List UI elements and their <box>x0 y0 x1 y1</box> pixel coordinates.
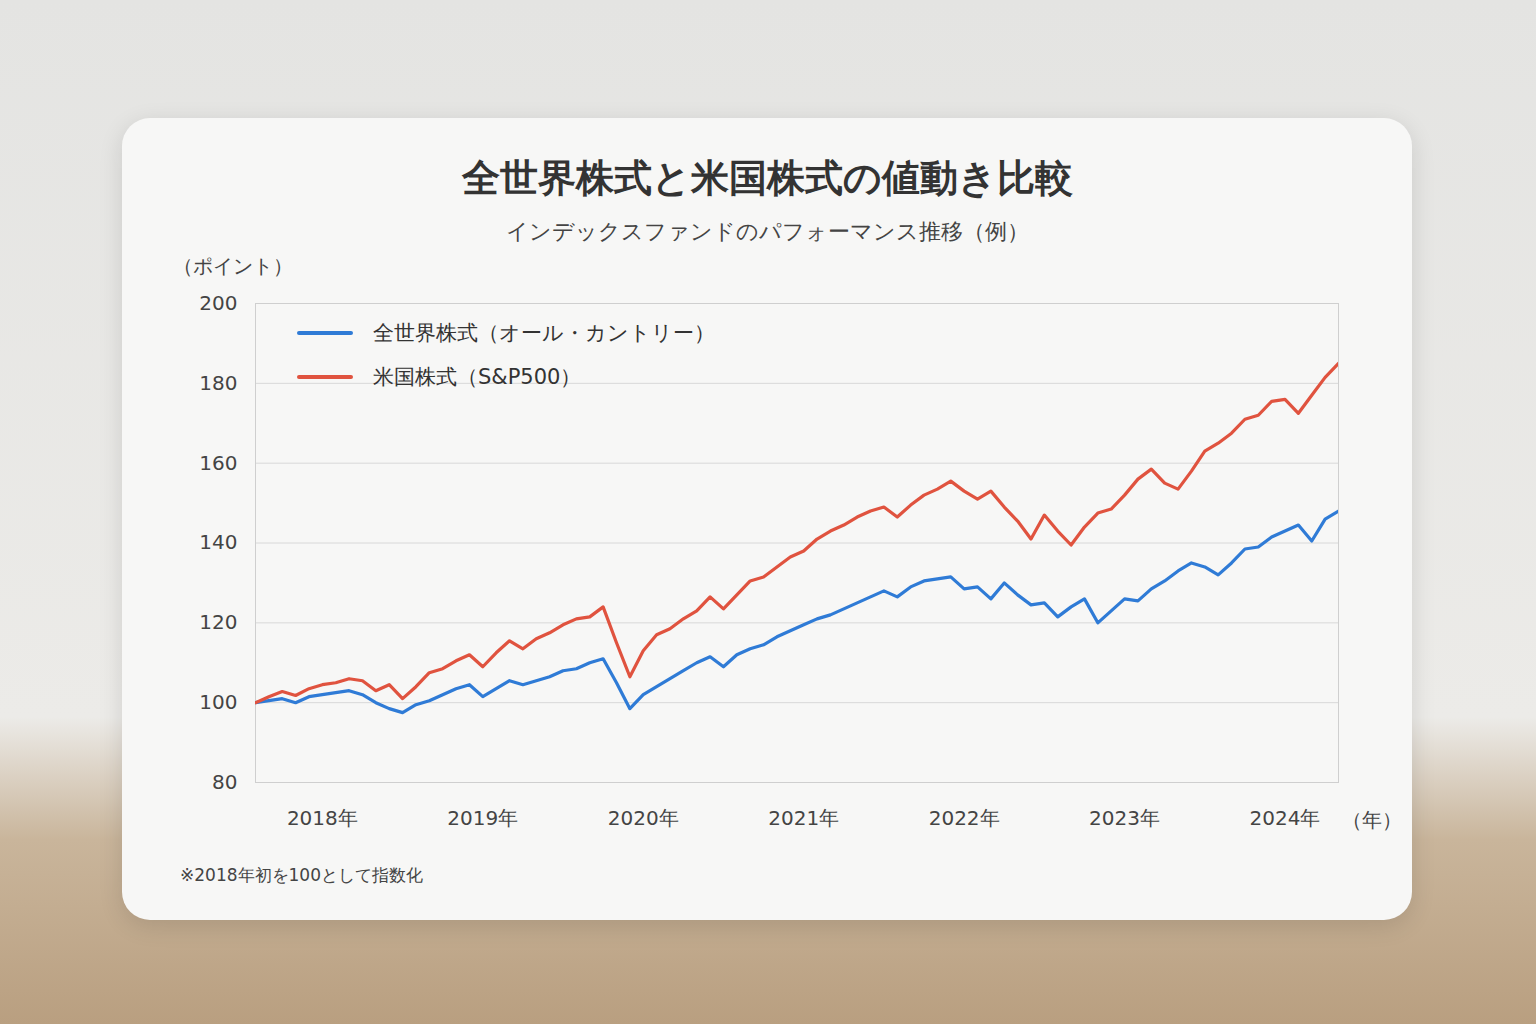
svg-text:200: 200 <box>199 291 237 315</box>
svg-text:140: 140 <box>199 530 237 554</box>
html-text:全世界株式と米国株式の値動き比較: 全世界株式と米国株式の値動き比較 <box>461 156 1073 200</box>
svg-text:2018年: 2018年 <box>287 806 358 830</box>
svg-text:80: 80 <box>212 770 237 794</box>
html-text:インデックスファンドのパフォーマンス推移（例）: インデックスファンドのパフォーマンス推移（例） <box>505 219 1029 244</box>
svg-text:100: 100 <box>199 690 237 714</box>
svg-text:2019年: 2019年 <box>447 806 518 830</box>
svg-text:2024年: 2024年 <box>1250 806 1321 830</box>
html-text:全世界株式（オール・カントリー）: 全世界株式（オール・カントリー） <box>373 321 715 345</box>
svg-text:160: 160 <box>199 451 237 475</box>
svg-text:120: 120 <box>199 610 237 634</box>
svg-text:2021年: 2021年 <box>768 806 839 830</box>
html-text:米国株式（S&P500）: 米国株式（S&P500） <box>373 365 582 389</box>
svg-text:2023年: 2023年 <box>1089 806 1160 830</box>
svg-text:（ポイント）: （ポイント） <box>173 255 293 278</box>
html-text:（年）: （年） <box>1342 808 1402 832</box>
html-text:※2018年初を100として指数化: ※2018年初を100として指数化 <box>180 865 423 885</box>
svg-text:180: 180 <box>199 371 237 395</box>
svg-text:2022年: 2022年 <box>929 806 1000 830</box>
svg-text:2020年: 2020年 <box>608 806 679 830</box>
